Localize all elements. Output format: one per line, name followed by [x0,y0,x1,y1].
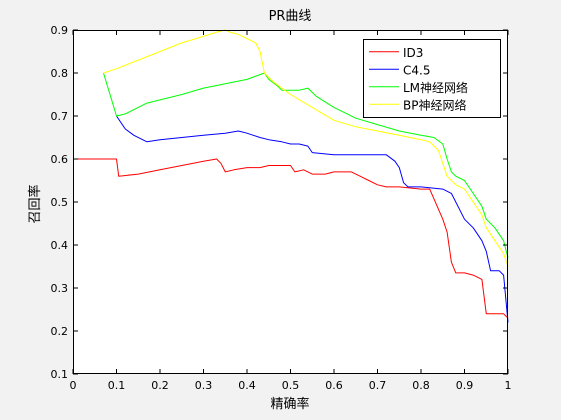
legend-label-1: C4.5 [403,63,430,77]
legend-label-2: LM神经网络 [403,80,468,95]
y-tick-label: 0.6 [51,153,69,166]
series-line-0 [73,158,509,319]
y-tick-label: 0.8 [51,67,69,80]
y-tick-label: 0.4 [51,239,69,252]
y-tick-label: 0.5 [51,196,69,209]
series-line-3 [103,29,509,267]
x-tick-label: 0.9 [456,379,474,392]
y-tick-label: 0.3 [51,282,69,295]
series-line-2 [103,72,509,259]
x-tick-label: 0.8 [412,379,430,392]
x-tick-label: 0.3 [195,379,213,392]
y-tick-label: 0.7 [51,110,69,123]
x-tick-label: 0.1 [108,379,126,392]
x-tick-label: 0.5 [282,379,300,392]
ticks-layer: 0 0.1 0.2 0.3 0.4 0.5 0.6 0.7 0.8 0.9 10.10.20.30.… [51,24,512,392]
y-tick-label: 0.1 [51,368,69,381]
x-tick-label: 1 [505,379,512,392]
legend-label-0: ID3 [403,46,423,60]
x-tick-label: 0.7 [369,379,387,392]
x-tick-label: 0.4 [238,379,256,392]
x-axis-label: 精确率 [270,396,309,412]
series-layer [73,29,509,323]
legend-label-3: BP神经网络 [403,97,466,112]
legend: ID3 C4.5 LM神经网络 BP神经网络 [363,39,501,118]
y-axis-label: 召回率 [27,184,43,223]
x-tick-label: 0 [70,379,77,392]
y-tick-label: 0.2 [51,325,69,338]
x-tick-label: 0.6 [325,379,343,392]
y-tick-label: 0.9 [51,24,69,37]
x-tick-label: 0.2 [151,379,169,392]
series-line-1 [116,115,509,323]
chart-title: PR曲线 [269,9,312,24]
